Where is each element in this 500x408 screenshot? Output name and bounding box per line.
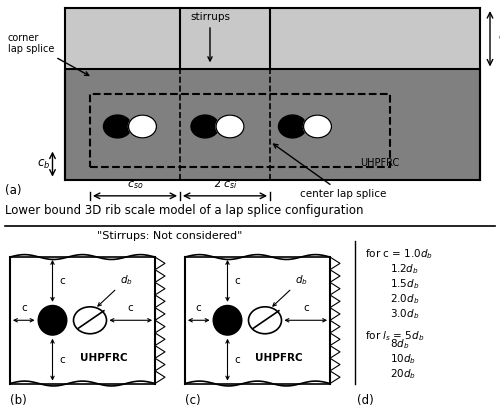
Text: "Stirrups: Not considered": "Stirrups: Not considered" (98, 231, 242, 241)
Text: (b): (b) (10, 394, 27, 407)
Text: UHPFRC: UHPFRC (256, 353, 303, 363)
Text: 10$d_b$: 10$d_b$ (390, 353, 416, 366)
Text: Lower bound 3D rib scale model of a lap splice configuration: Lower bound 3D rib scale model of a lap … (5, 204, 364, 217)
Text: 20$d_b$: 20$d_b$ (390, 368, 416, 381)
Circle shape (74, 307, 106, 334)
Text: UHPFRC: UHPFRC (360, 158, 400, 168)
Bar (65, 8, 480, 180)
Text: for $l_s$ = 5$d_b$: for $l_s$ = 5$d_b$ (365, 330, 424, 344)
Text: c: c (59, 355, 65, 365)
Text: $c_t$: $c_t$ (498, 32, 500, 45)
Text: $c_{so}$: $c_{so}$ (126, 179, 144, 191)
Text: $2\ c_{si}$: $2\ c_{si}$ (212, 177, 238, 191)
Text: c: c (234, 355, 240, 365)
Text: UHPFRC: UHPFRC (80, 353, 128, 363)
Circle shape (248, 307, 282, 334)
Text: c: c (21, 303, 26, 313)
Text: (a): (a) (5, 184, 21, 197)
Text: 3.0$d_b$: 3.0$d_b$ (390, 307, 420, 321)
Circle shape (128, 115, 156, 138)
Text: for c = 1.0$d_b$: for c = 1.0$d_b$ (365, 247, 433, 261)
Text: 1.5$d_b$: 1.5$d_b$ (390, 277, 420, 291)
Text: c: c (303, 303, 308, 313)
Circle shape (104, 115, 132, 138)
Bar (185, 257, 330, 384)
Text: 8$d_b$: 8$d_b$ (390, 337, 409, 351)
Text: c: c (128, 303, 134, 313)
Ellipse shape (38, 305, 68, 336)
Text: c: c (59, 276, 65, 286)
Text: 1.2$d_b$: 1.2$d_b$ (390, 262, 418, 276)
Bar (90, 94, 390, 167)
Text: center lap splice: center lap splice (274, 144, 386, 199)
Circle shape (191, 115, 219, 138)
Text: (d): (d) (358, 394, 374, 407)
Bar (10, 257, 155, 384)
Text: $c_b$: $c_b$ (36, 157, 50, 171)
Bar (65, 69, 480, 180)
Text: $d_b$: $d_b$ (98, 273, 132, 306)
Bar (65, 69, 480, 180)
Text: $d_b$: $d_b$ (273, 273, 308, 306)
Text: (c): (c) (185, 394, 200, 407)
Text: corner
lap splice: corner lap splice (8, 33, 88, 75)
Circle shape (304, 115, 332, 138)
Ellipse shape (212, 305, 242, 336)
Text: 2.0$d_b$: 2.0$d_b$ (390, 292, 420, 306)
Text: c: c (234, 276, 240, 286)
Text: stirrups: stirrups (190, 12, 230, 61)
Circle shape (278, 115, 306, 138)
Circle shape (216, 115, 244, 138)
Text: c: c (196, 303, 202, 313)
